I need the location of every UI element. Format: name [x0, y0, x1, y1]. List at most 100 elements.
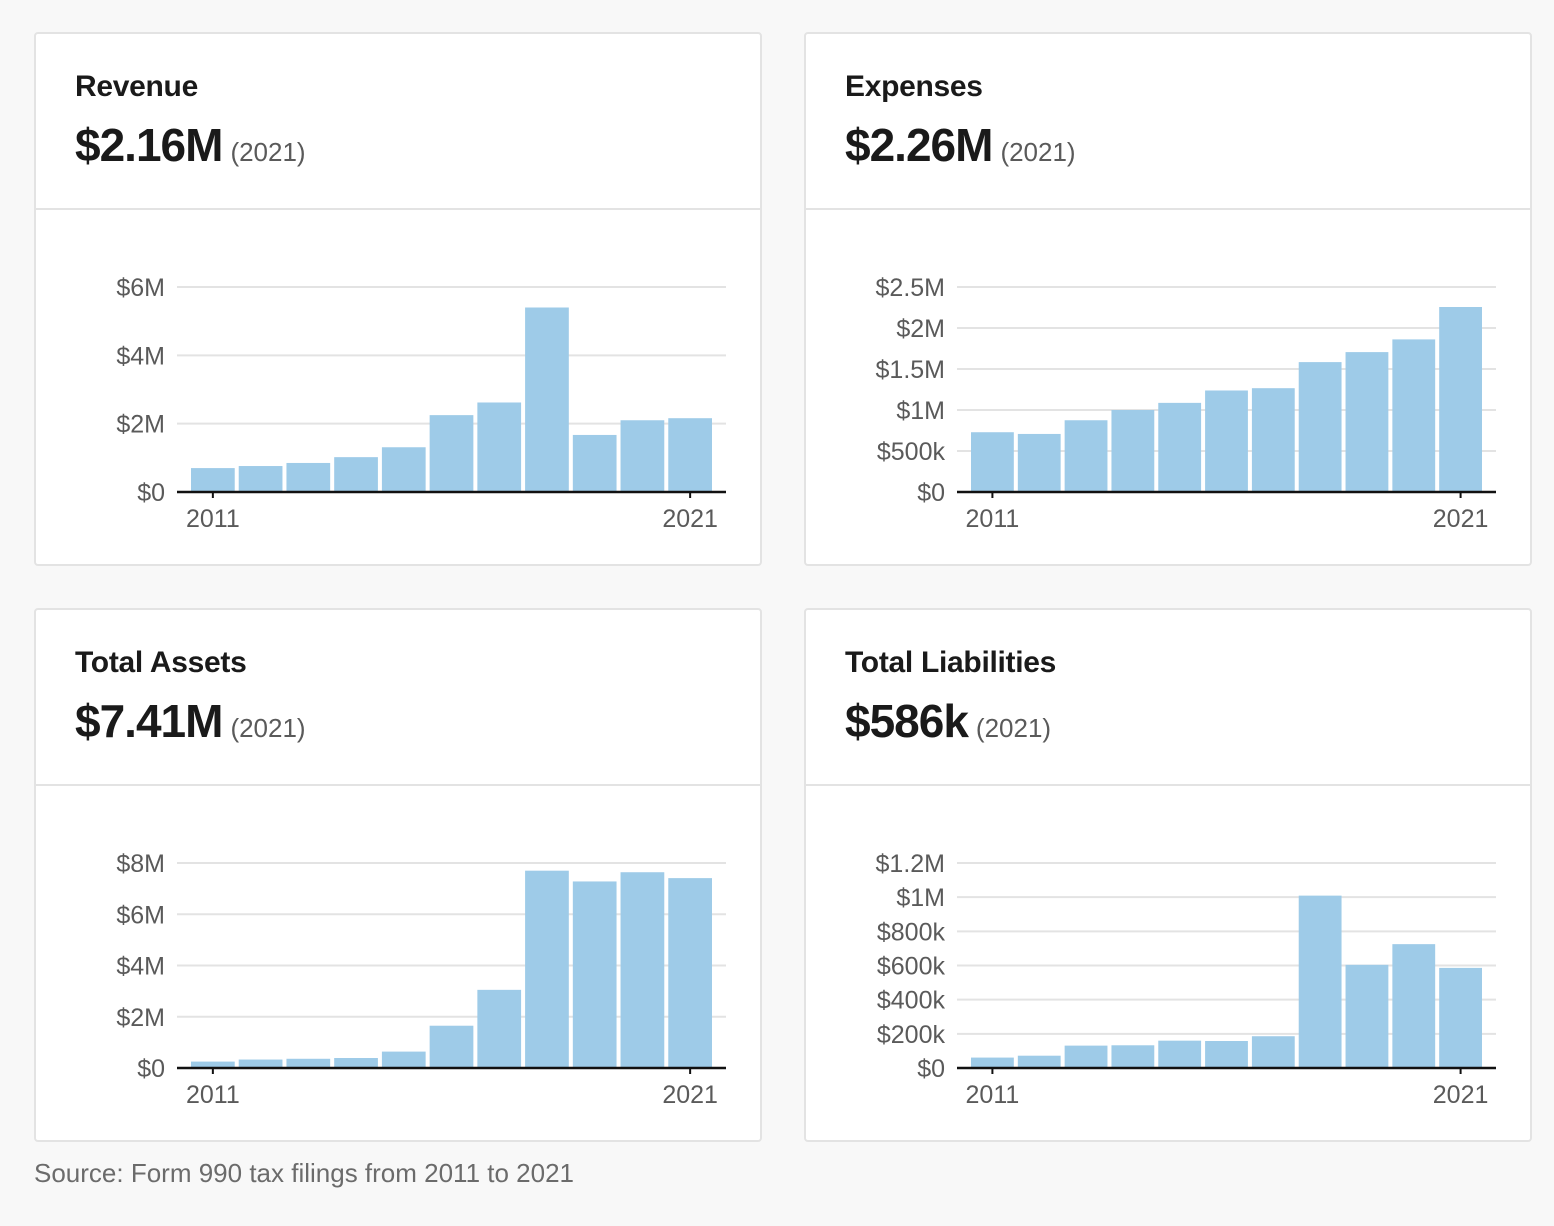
- card-title: Revenue: [75, 70, 198, 103]
- bar-2014: [1111, 1045, 1155, 1068]
- x-tick-label: 2011: [186, 505, 240, 533]
- bar-2014: [334, 1058, 378, 1068]
- y-tick-label: $6M: [116, 274, 165, 302]
- x-tick-label: 2011: [966, 505, 1020, 533]
- card-revenue: Revenue $2.16M (2021) $0 $2M $4M $6M 2011 2021: [34, 32, 762, 566]
- x-tick-label: 2021: [1433, 505, 1489, 533]
- card-value: $2.16M: [75, 119, 223, 171]
- card-year: (2021): [975, 713, 1052, 743]
- bar-2018: [525, 870, 569, 1068]
- card-value: $586k: [845, 695, 969, 747]
- bar-2020: [620, 420, 665, 492]
- y-tick-label: $600k: [877, 953, 946, 981]
- bar-2013: [1064, 1045, 1108, 1068]
- bar-2011: [971, 1057, 1014, 1068]
- bar-2019: [572, 881, 617, 1068]
- card-year: (2021): [230, 137, 306, 167]
- card-value-row: $2.26M (2021): [845, 118, 1076, 172]
- revenue-chart: $0 $2M $4M $6M 2011 2021: [116, 274, 726, 533]
- card-header: Total Liabilities $586k (2021): [806, 610, 1530, 786]
- card-title: Total Assets: [75, 646, 247, 679]
- total-assets-chart: $0 $2M $4M $6M $8M 2011 2021: [116, 850, 726, 1109]
- y-tick-label: $800k: [877, 918, 946, 946]
- y-tick-label: $1M: [896, 397, 945, 425]
- y-tick-label: $8M: [116, 850, 165, 878]
- bar-2013: [1064, 420, 1108, 492]
- bar-2014: [334, 457, 378, 492]
- bar-2020: [620, 872, 665, 1068]
- bar-2019: [1345, 352, 1389, 492]
- x-tick-label: 2021: [662, 1081, 718, 1109]
- y-tick-label: $500k: [877, 438, 946, 466]
- bar-2011: [191, 468, 235, 492]
- card-header: Expenses $2.26M (2021): [806, 34, 1530, 210]
- card-value-row: $2.16M (2021): [75, 118, 306, 172]
- y-tick-label: $0: [917, 1055, 945, 1083]
- bar-2016: [1205, 390, 1248, 492]
- card-header: Revenue $2.16M (2021): [36, 34, 760, 210]
- bar-2013: [286, 1058, 331, 1068]
- expenses-chart: $0 $500k $1M $1.5M $2M $2.5M 2011 2021: [876, 274, 1496, 533]
- y-tick-label: $2.5M: [876, 274, 945, 302]
- y-tick-label: $1.5M: [876, 356, 945, 384]
- card-value: $7.41M: [75, 695, 223, 747]
- x-tick-label: 2021: [1433, 1081, 1489, 1109]
- bar-2012: [238, 466, 283, 492]
- bar-2017: [477, 402, 522, 492]
- bar-2017: [477, 989, 522, 1068]
- bar-2020: [1392, 944, 1436, 1068]
- bar-2015: [381, 1051, 426, 1068]
- bar-2017: [1251, 1036, 1295, 1068]
- bar-2021: [668, 418, 712, 492]
- card-total-assets: Total Assets $7.41M (2021) $0 $2M $4M $6M $8M…: [34, 608, 762, 1142]
- bar-2021: [1439, 307, 1482, 492]
- card-header: Total Assets $7.41M (2021): [36, 610, 760, 786]
- bar-2013: [286, 462, 331, 492]
- bar-2019: [572, 434, 617, 492]
- bar-2012: [238, 1059, 283, 1068]
- y-tick-label: $200k: [877, 1021, 946, 1049]
- y-tick-label: $2M: [896, 315, 945, 343]
- x-tick-label: 2021: [662, 505, 718, 533]
- total-liabilities-chart: $0 $200k $400k $600k $800k $1M $1.2M 2011 2021: [876, 850, 1496, 1109]
- card-year: (2021): [230, 713, 306, 743]
- bar-2021: [668, 878, 712, 1068]
- x-tick-label: 2011: [186, 1081, 240, 1109]
- bar-2012: [1017, 433, 1061, 492]
- card-value-row: $586k (2021): [845, 694, 1051, 748]
- bar-2016: [429, 1025, 474, 1068]
- y-tick-label: $0: [137, 479, 165, 507]
- y-tick-label: $6M: [116, 901, 165, 929]
- bar-2011: [971, 432, 1014, 492]
- bar-2015: [1158, 1040, 1202, 1068]
- bar-2019: [1345, 964, 1389, 1068]
- bar-2012: [1017, 1055, 1061, 1068]
- y-tick-label: $2M: [116, 411, 165, 439]
- bar-2020: [1392, 339, 1436, 492]
- y-tick-label: $2M: [116, 1004, 165, 1032]
- bar-2018: [1298, 895, 1342, 1068]
- y-tick-label: $1.2M: [876, 850, 945, 878]
- card-title: Total Liabilities: [845, 646, 1057, 679]
- bar-2018: [1298, 362, 1342, 492]
- bar-2011: [191, 1061, 235, 1068]
- bar-2017: [1251, 388, 1295, 492]
- y-tick-label: $400k: [877, 987, 946, 1015]
- y-tick-label: $4M: [116, 953, 165, 981]
- bar-2015: [1158, 402, 1202, 492]
- y-tick-label: $4M: [116, 342, 165, 370]
- y-tick-label: $0: [137, 1055, 165, 1083]
- bar-2018: [525, 307, 569, 492]
- card-value-row: $7.41M (2021): [75, 694, 306, 748]
- y-tick-label: $0: [917, 479, 945, 507]
- bar-2021: [1439, 967, 1482, 1068]
- card-expenses: Expenses $2.26M (2021) $0 $500k $1M $1.5M $2M…: [804, 32, 1532, 566]
- card-title: Expenses: [845, 70, 983, 103]
- card-value: $2.26M: [845, 119, 993, 171]
- x-tick-label: 2011: [966, 1081, 1020, 1109]
- bar-2015: [381, 447, 426, 492]
- source-note: Source: Form 990 tax filings from 2011 t…: [34, 1158, 575, 1188]
- bar-2016: [429, 415, 474, 492]
- card-total-liabilities: Total Liabilities $586k (2021) $0 $200k $40…: [804, 608, 1532, 1142]
- card-year: (2021): [1000, 137, 1076, 167]
